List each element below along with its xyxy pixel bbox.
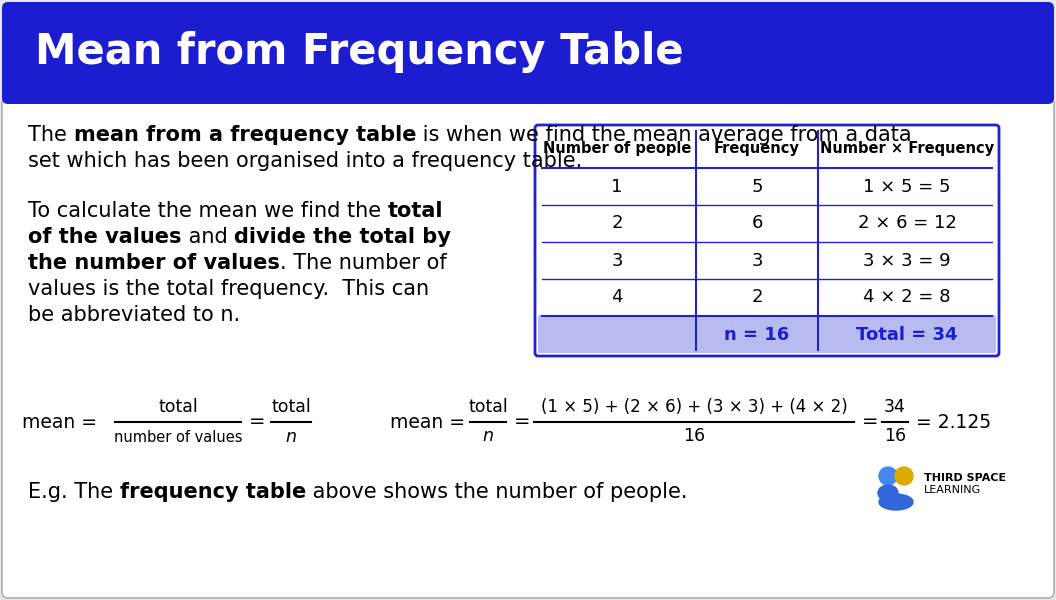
Text: 16: 16	[884, 427, 906, 445]
Text: E.g. The: E.g. The	[29, 482, 119, 502]
Text: =: =	[862, 413, 879, 431]
Text: 34: 34	[884, 398, 906, 416]
Text: 5: 5	[751, 178, 762, 196]
Text: =: =	[514, 413, 530, 431]
Text: total: total	[158, 398, 197, 416]
Text: be abbreviated to n.: be abbreviated to n.	[29, 305, 240, 325]
Text: the number of values: the number of values	[29, 253, 280, 273]
Text: LEARNING: LEARNING	[924, 485, 981, 495]
Text: frequency table: frequency table	[119, 482, 306, 502]
Circle shape	[895, 467, 913, 485]
Text: n: n	[285, 428, 297, 446]
Text: 4: 4	[611, 289, 623, 307]
Text: values is the total frequency.  This can: values is the total frequency. This can	[29, 279, 429, 299]
Text: . The number of: . The number of	[280, 253, 447, 273]
Text: (1 × 5) + (2 × 6) + (3 × 3) + (4 × 2): (1 × 5) + (2 × 6) + (3 × 3) + (4 × 2)	[541, 398, 847, 416]
Text: n = 16: n = 16	[724, 325, 790, 343]
Text: Number × Frequency: Number × Frequency	[819, 140, 994, 155]
Text: number of values: number of values	[114, 431, 242, 445]
Text: 3: 3	[751, 251, 762, 269]
Text: 2: 2	[611, 214, 623, 232]
Text: 2: 2	[751, 289, 762, 307]
FancyBboxPatch shape	[538, 315, 996, 353]
Text: total: total	[468, 398, 508, 416]
Text: The: The	[29, 125, 74, 145]
Text: Number of people: Number of people	[543, 140, 692, 155]
Text: divide the total by: divide the total by	[233, 227, 451, 247]
Text: 4 × 2 = 8: 4 × 2 = 8	[863, 289, 950, 307]
Text: Frequency: Frequency	[714, 140, 800, 155]
Text: above shows the number of people.: above shows the number of people.	[306, 482, 687, 502]
Text: mean from a frequency table: mean from a frequency table	[74, 125, 416, 145]
Text: Total = 34: Total = 34	[856, 325, 958, 343]
Text: Mean from Frequency Table: Mean from Frequency Table	[35, 31, 683, 73]
Text: 1: 1	[611, 178, 623, 196]
Text: 3 × 3 = 9: 3 × 3 = 9	[863, 251, 950, 269]
Text: mean =: mean =	[22, 413, 97, 431]
Text: =: =	[249, 413, 265, 431]
Text: total: total	[388, 201, 444, 221]
Text: total: total	[271, 398, 310, 416]
Text: of the values: of the values	[29, 227, 182, 247]
Text: 1 × 5 = 5: 1 × 5 = 5	[863, 178, 950, 196]
Text: n: n	[483, 427, 493, 445]
Circle shape	[879, 467, 897, 485]
Text: mean =: mean =	[390, 413, 465, 431]
Text: 16: 16	[683, 427, 705, 445]
Text: is when we find the mean average from a data: is when we find the mean average from a …	[416, 125, 911, 145]
FancyBboxPatch shape	[2, 2, 1054, 104]
Text: = 2.125: = 2.125	[916, 413, 992, 431]
Text: and: and	[182, 227, 233, 247]
Text: 2 × 6 = 12: 2 × 6 = 12	[857, 214, 957, 232]
Text: set which has been organised into a frequency table.: set which has been organised into a freq…	[29, 151, 582, 171]
Text: 3: 3	[611, 251, 623, 269]
Ellipse shape	[879, 494, 913, 510]
FancyBboxPatch shape	[535, 125, 999, 356]
Ellipse shape	[878, 485, 898, 501]
FancyBboxPatch shape	[2, 98, 1054, 598]
Text: THIRD SPACE: THIRD SPACE	[924, 473, 1006, 483]
Text: To calculate the mean we find the: To calculate the mean we find the	[29, 201, 388, 221]
Text: 6: 6	[751, 214, 762, 232]
